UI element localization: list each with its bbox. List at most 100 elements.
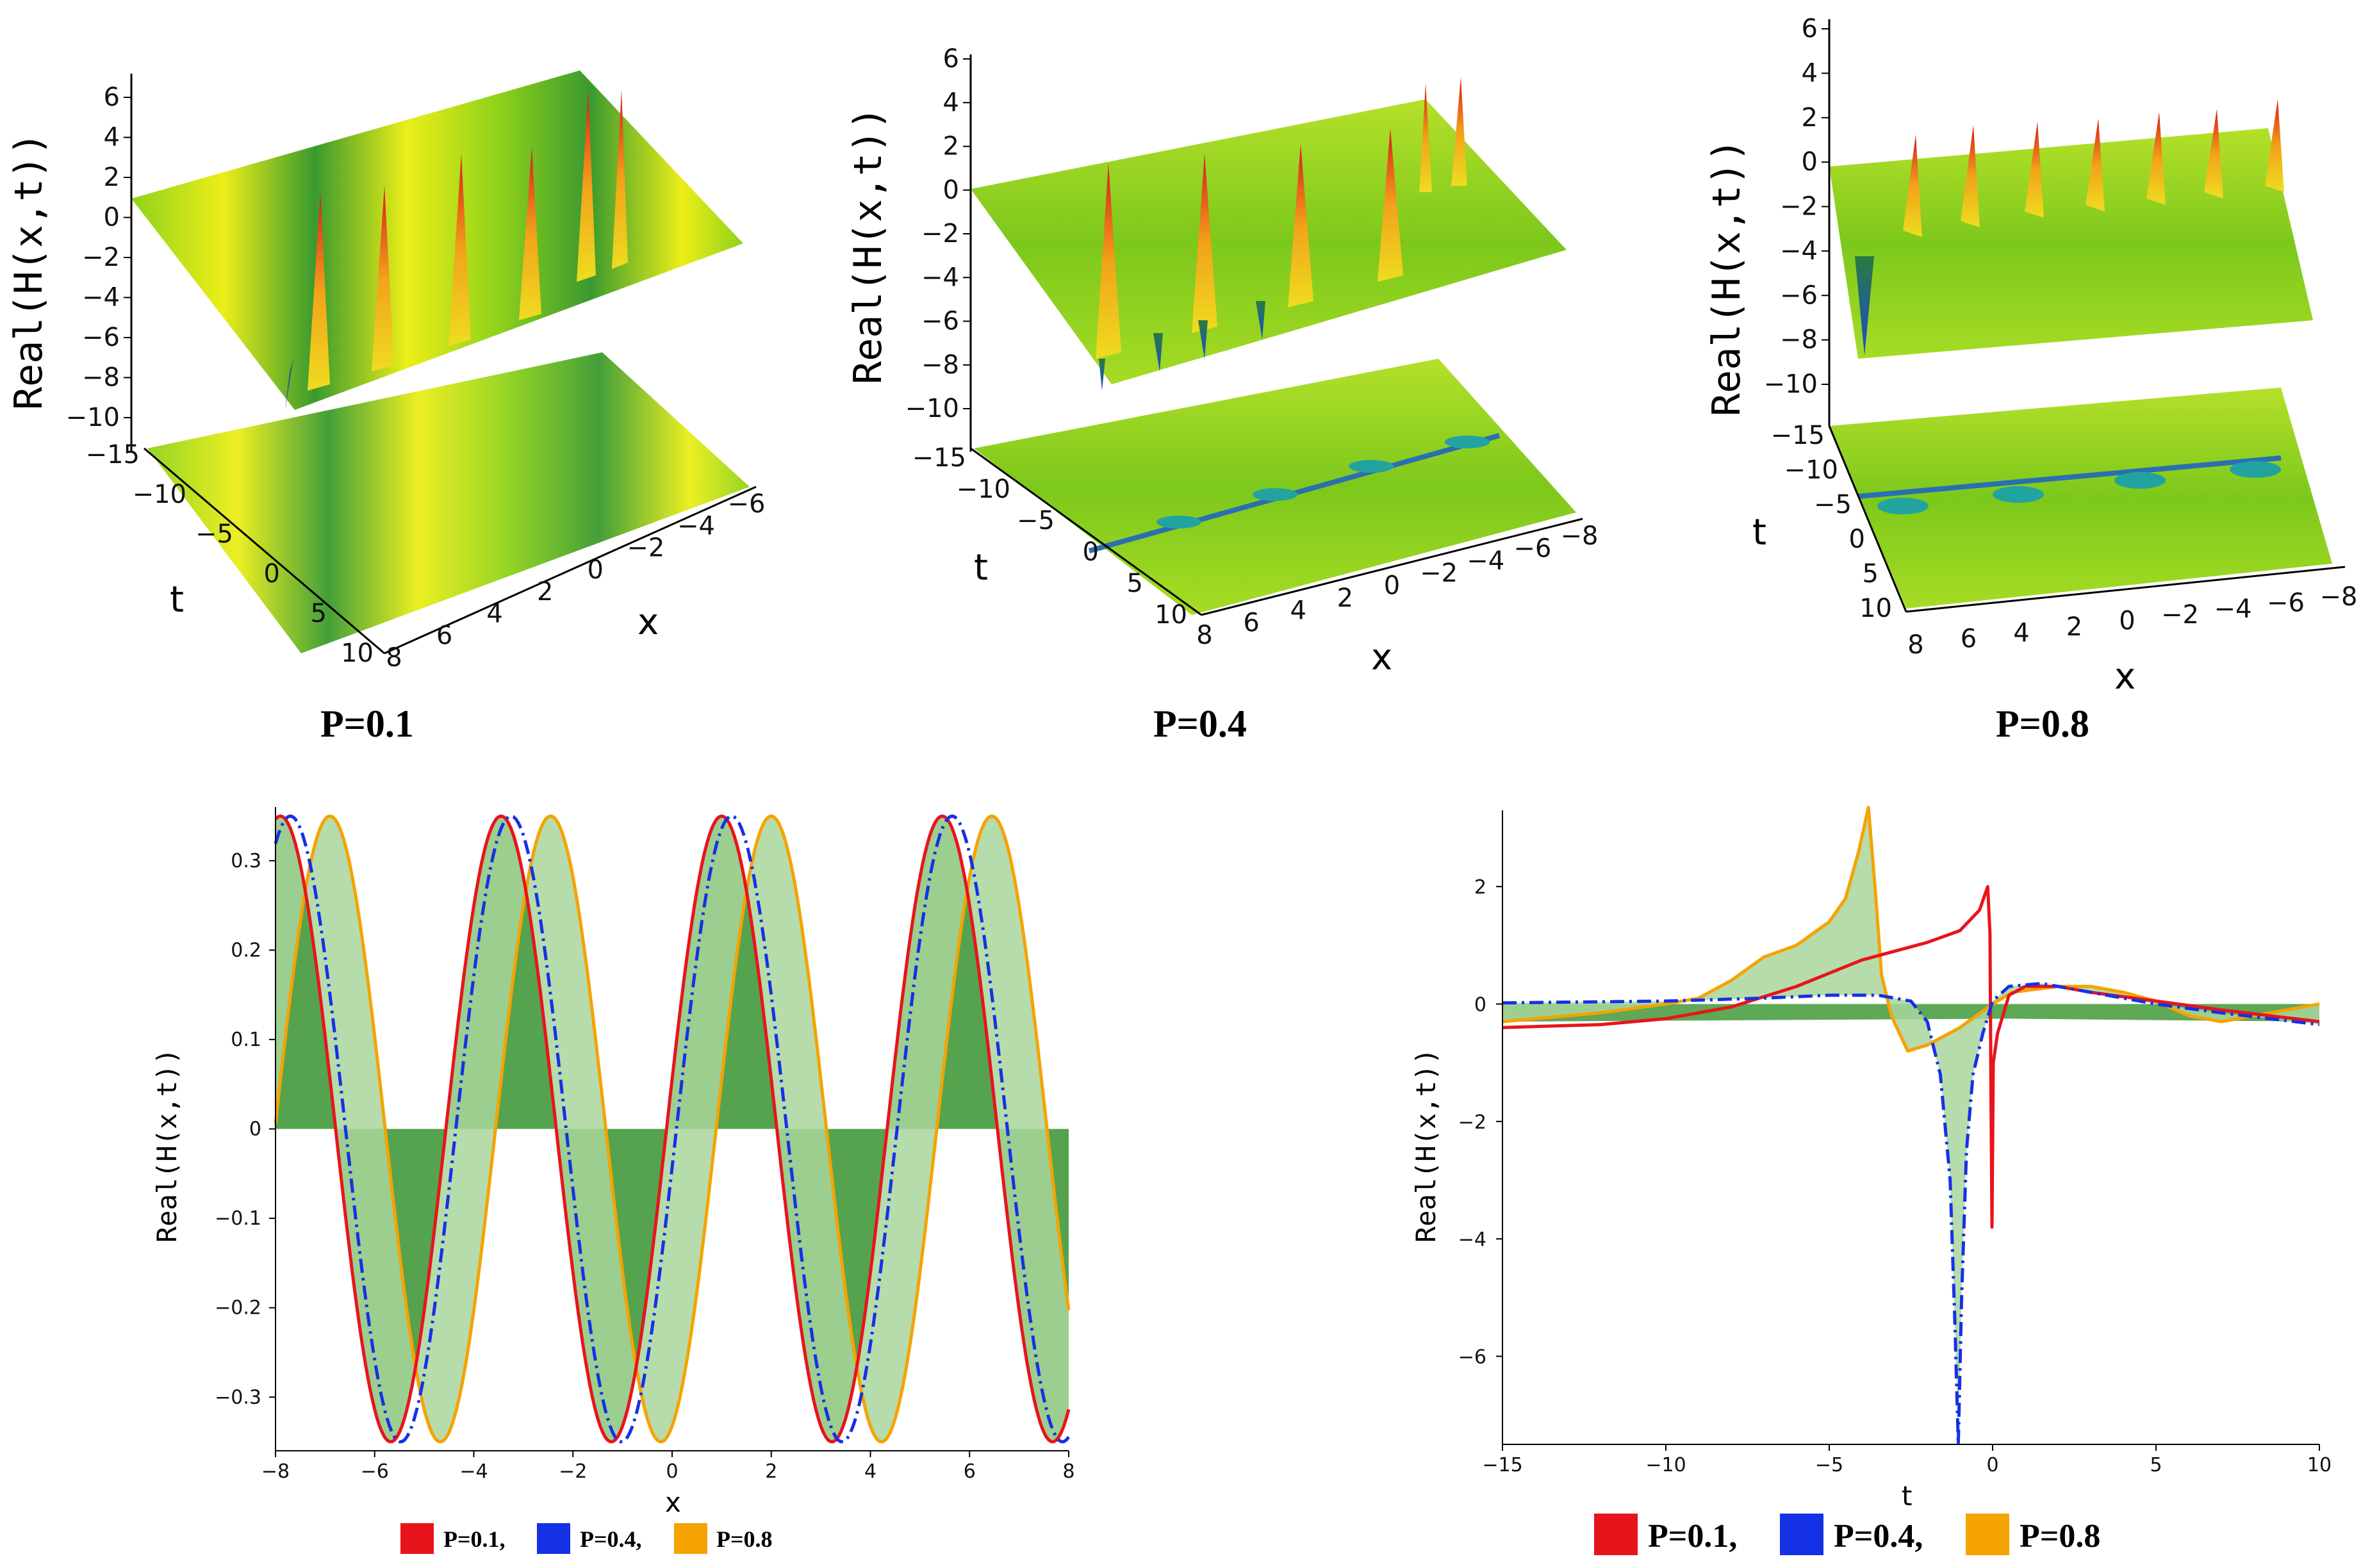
area-fill-light [1502,809,2319,1430]
x-axis-label: x [2114,656,2135,698]
t-tick-label: 10 [341,639,374,668]
legend-swatch-p08 [1966,1514,2009,1555]
projected-surface [974,359,1576,615]
legend-swatch-p04 [537,1523,570,1554]
t-tick-label: 0 [1083,537,1099,567]
z-tick-label: 6 [104,83,120,112]
x-profile-plot: 0.3 0.2 0.1 0 −0.1 −0.2 −0.3 −8 −6 −4 −2 0 2 4 6 8 Rea… [151,807,1075,1554]
series-line-p04 [1502,981,2320,1446]
y-tick-label: 0.3 [231,850,261,872]
series-line-p08 [274,814,1071,1444]
x-axis-ticks: −8 −6 −4 −2 0 2 4 6 8 [261,1451,1075,1483]
legend-swatch-p01 [400,1523,434,1554]
t-profile-plot: 2 0 −2 −4 −6 −15 −10 −5 0 5 10 Real(H(x,t)) t P=0… [1410,805,2332,1555]
panel-title: P=0.8 [1996,703,2089,745]
z-tick-label: −6 [921,307,959,336]
z-tick-label: −10 [66,403,120,432]
t-tick-label: 0 [1849,525,1865,554]
t-tick-label: −5 [1814,490,1852,519]
z-tick-label: 0 [943,176,959,205]
x-axis-label: x [665,1487,681,1518]
x-axis-ticks: −15 −10 −5 0 5 10 [1482,1444,2332,1476]
x-tick-label: 6 [1243,608,1259,638]
series-line-p01 [274,814,1071,1444]
series-line-p04 [274,814,1070,1444]
area-fill-light [276,816,1069,1442]
x-tick-label: −4 [1467,546,1504,576]
x-tick-label: 0 [1986,1454,1998,1476]
z-tick-label: −8 [82,363,120,393]
z-axis-ticks: 6 4 2 0 −2 −4 −6 −8 −10 [66,83,131,432]
z-tick-label: −2 [1780,192,1818,222]
z-tick-label: 2 [1802,103,1818,133]
legend-swatch-p04 [1780,1514,1823,1555]
legend-label-p08: P=0.8 [2020,1518,2100,1555]
legend-label-p04: P=0.4, [1834,1518,1923,1555]
series-line-p01 [1502,885,2320,1229]
z-tick-label: −4 [921,263,959,292]
y-tick-label: −2 [1458,1111,1486,1134]
ridge-line [1088,433,1501,553]
t-tick-label: −5 [195,519,233,549]
y-tick-label: −0.1 [215,1207,261,1230]
z-tick-label: 4 [943,88,959,117]
y-tick-label: −0.3 [215,1386,261,1409]
x-tick-label: 4 [2013,618,2029,648]
t-axis-label: t [1752,512,1766,553]
x-tick-label: 0 [588,555,604,585]
x-tick-label: 6 [436,621,452,651]
y-axis-label: Real(H(x,t)) [151,1049,183,1243]
projected-surface [1829,388,2332,608]
panel-title: P=0.1 [320,703,414,745]
y-tick-label: 0 [249,1118,261,1141]
upper-surface [131,70,743,410]
x-tick-label: −15 [1482,1454,1522,1476]
z-tick-label: −8 [921,350,959,380]
x-tick-label: −2 [2161,600,2199,630]
x-tick-label: 10 [2307,1454,2332,1476]
x-tick-label: −8 [1561,521,1599,551]
y-tick-label: −6 [1458,1346,1486,1369]
x-tick-label: 2 [537,577,553,607]
x-tick-label: −4 [459,1460,488,1483]
t-tick-label: 5 [1863,559,1879,589]
x-tick-label: 6 [1961,625,1977,654]
z-tick-label: 0 [1802,147,1818,177]
y-tick-label: −4 [1458,1229,1486,1251]
x-tick-label: −2 [559,1460,587,1483]
z-tick-label: −2 [921,219,959,249]
t-tick-label: −15 [912,443,966,473]
x-axis-label: x [638,601,659,643]
legend-label-p01: P=0.1, [443,1526,506,1552]
x-tick-label: 2 [765,1460,777,1483]
y-tick-label: 0 [1474,994,1486,1017]
t-tick-label: −15 [86,440,140,470]
z-tick-label: 6 [943,44,959,74]
z-tick-label: −10 [1764,370,1818,399]
surface-plot-p08: 6 4 2 0 −2 −4 −6 −8 −10 Real(H(x,t)) −15 −10 −5 0 5 1… [1704,14,2357,745]
z-tick-label: −8 [1780,325,1818,355]
area-fills [1502,809,2319,1430]
legend-swatch-p01 [1594,1514,1638,1555]
z-tick-label: 2 [104,163,120,192]
legend-label-p08: P=0.8 [716,1526,773,1552]
x-axis-label: x [1371,637,1392,678]
series-lines [1502,805,2320,1446]
x-axis-ticks: 8 6 4 2 0 −2 −4 −6 [386,489,765,673]
x-tick-label: −8 [2320,582,2358,612]
t-tick-label: 10 [1155,600,1187,630]
spikes [1855,99,2284,355]
y-axis-ticks: 2 0 −2 −4 −6 [1458,876,1502,1369]
y-axis-ticks: 0.3 0.2 0.1 0 −0.1 −0.2 −0.3 [215,850,276,1409]
t-tick-label: −10 [1784,455,1838,485]
t-tick-label: 0 [264,559,280,589]
x-tick-label: 0 [2119,607,2135,636]
y-tick-label: 0.2 [231,939,261,961]
spikes [1096,77,1467,391]
z-axis-ticks: 6 4 2 0 −2 −4 −6 −8 −10 [905,44,971,423]
legend-label-p04: P=0.4, [580,1526,642,1552]
